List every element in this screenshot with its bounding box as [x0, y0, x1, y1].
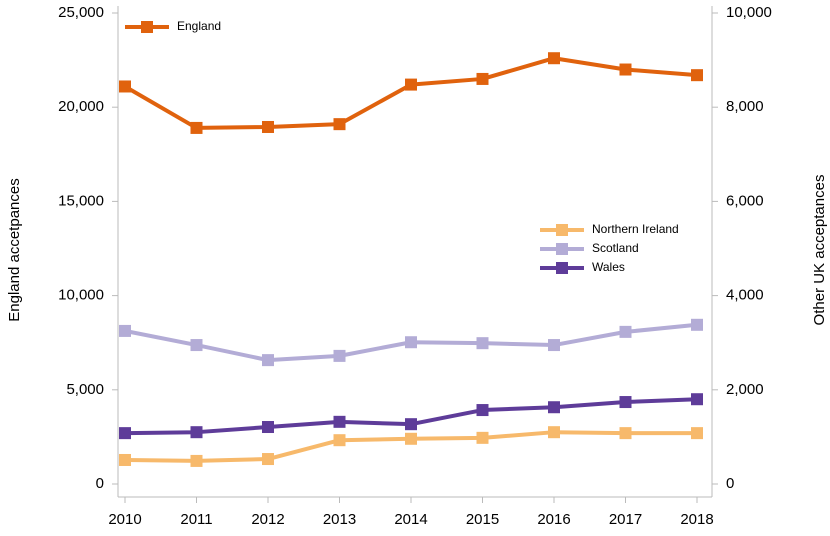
- legend-label: England: [177, 19, 221, 33]
- y-tick-label: 20,000: [58, 98, 104, 115]
- legend-marker: [556, 243, 568, 255]
- point-marker: [405, 432, 417, 445]
- x-tick-label: 2010: [108, 511, 141, 528]
- point-marker: [262, 453, 274, 466]
- legend-label: Northern Ireland: [592, 222, 679, 236]
- y2-axis-title: Other UK acceptances: [811, 175, 828, 326]
- point-marker: [119, 453, 131, 466]
- point-marker: [619, 427, 632, 440]
- point-marker: [619, 63, 632, 76]
- x-tick-label: 2018: [680, 511, 713, 528]
- point-marker: [190, 426, 203, 439]
- legend-label: Wales: [592, 260, 625, 274]
- point-marker: [333, 349, 346, 362]
- y2-tick-label: 10,000: [726, 4, 772, 21]
- x-tick-label: 2011: [180, 511, 212, 528]
- y2-tick-label: 2,000: [726, 381, 764, 398]
- y2-tick-label: 0: [726, 475, 734, 492]
- point-marker: [619, 396, 632, 409]
- y-tick-label: 10,000: [58, 287, 104, 304]
- point-marker: [548, 339, 560, 352]
- point-marker: [262, 421, 274, 434]
- point-marker: [405, 418, 417, 431]
- point-marker: [405, 336, 417, 349]
- point-marker: [691, 318, 703, 331]
- y-tick-label: 25,000: [58, 4, 104, 21]
- point-marker: [476, 337, 489, 350]
- x-tick-label: 2014: [394, 511, 427, 528]
- point-marker: [405, 78, 417, 91]
- point-marker: [333, 118, 346, 131]
- point-marker: [190, 454, 203, 467]
- y2-tick-label: 4,000: [726, 287, 764, 304]
- point-marker: [476, 72, 489, 85]
- point-marker: [119, 324, 131, 337]
- point-marker: [691, 393, 703, 406]
- x-tick-label: 2013: [323, 511, 356, 528]
- point-marker: [190, 121, 203, 134]
- point-marker: [119, 427, 131, 440]
- point-marker: [548, 52, 560, 65]
- y-tick-label: 15,000: [58, 192, 104, 209]
- x-tick-label: 2012: [251, 511, 284, 528]
- y2-tick-label: 8,000: [726, 98, 764, 115]
- y2-tick-label: 6,000: [726, 192, 764, 209]
- legend-marker: [141, 21, 153, 33]
- series-line: [123, 56, 698, 130]
- x-tick-label: 2016: [537, 511, 570, 528]
- point-marker: [691, 427, 703, 440]
- x-tick-label: 2015: [466, 511, 499, 528]
- point-marker: [548, 401, 560, 414]
- point-marker: [333, 434, 346, 447]
- point-marker: [476, 404, 489, 417]
- point-marker: [333, 415, 346, 428]
- legend-marker: [556, 262, 568, 274]
- point-marker: [619, 325, 632, 338]
- point-marker: [262, 354, 274, 367]
- point-marker: [548, 426, 560, 439]
- y-axis-title: England accetpances: [6, 178, 23, 321]
- y-tick-label: 5,000: [66, 381, 104, 398]
- point-marker: [476, 431, 489, 444]
- legend-marker: [556, 224, 568, 236]
- y-tick-label: 0: [96, 475, 104, 492]
- point-marker: [190, 339, 203, 352]
- x-tick-label: 2017: [609, 511, 642, 528]
- point-marker: [691, 69, 703, 82]
- point-marker: [262, 120, 274, 133]
- legend-label: Scotland: [592, 241, 639, 255]
- point-marker: [119, 80, 131, 93]
